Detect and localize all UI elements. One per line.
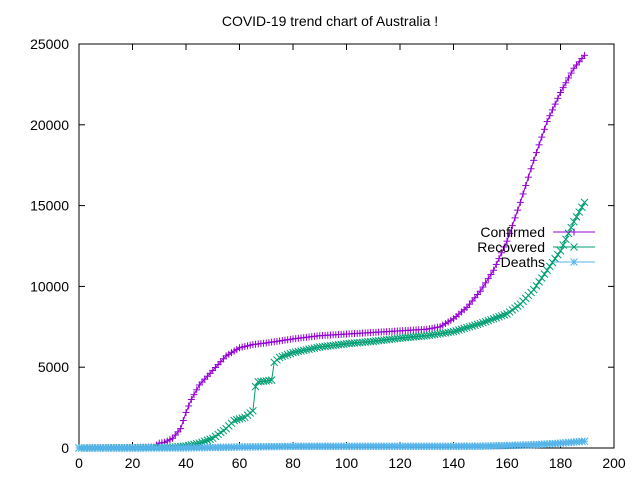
y-tick-label: 5000 (38, 359, 69, 375)
x-tick-label: 60 (232, 455, 248, 471)
x-tick-label: 200 (602, 455, 626, 471)
series-layer (75, 51, 589, 452)
chart-title: COVID-19 trend chart of Australia ! (222, 13, 438, 29)
x-tick-label: 0 (75, 455, 83, 471)
legend-label: Deaths (501, 254, 545, 270)
legend-item-recovered: Recovered (477, 239, 595, 255)
x-tick-label: 40 (178, 455, 194, 471)
legend-label: Recovered (477, 239, 545, 255)
y-tick-label: 15000 (30, 198, 69, 214)
legend-item-confirmed: Confirmed (480, 224, 595, 240)
x-tick-label: 20 (125, 455, 141, 471)
y-tick-label: 0 (61, 440, 69, 456)
x-tick-label: 160 (495, 455, 519, 471)
y-tick-label: 10000 (30, 278, 69, 294)
series-confirmed (75, 51, 589, 452)
x-tick-label: 180 (549, 455, 573, 471)
legend-label: Confirmed (480, 224, 545, 240)
series-markers-deaths (75, 437, 589, 452)
x-tick-label: 120 (388, 455, 412, 471)
legend-item-deaths: Deaths (501, 254, 595, 270)
series-deaths (75, 437, 589, 452)
axes: 0 20 40 60 80 100 120 140 160 180 200 0 5000 10000 150… (30, 36, 626, 471)
x-tick-label: 100 (335, 455, 359, 471)
x-tick-label: 80 (285, 455, 301, 471)
y-tick-label: 25000 (30, 36, 69, 52)
x-tick-label: 140 (442, 455, 466, 471)
y-tick-label: 20000 (30, 117, 69, 133)
